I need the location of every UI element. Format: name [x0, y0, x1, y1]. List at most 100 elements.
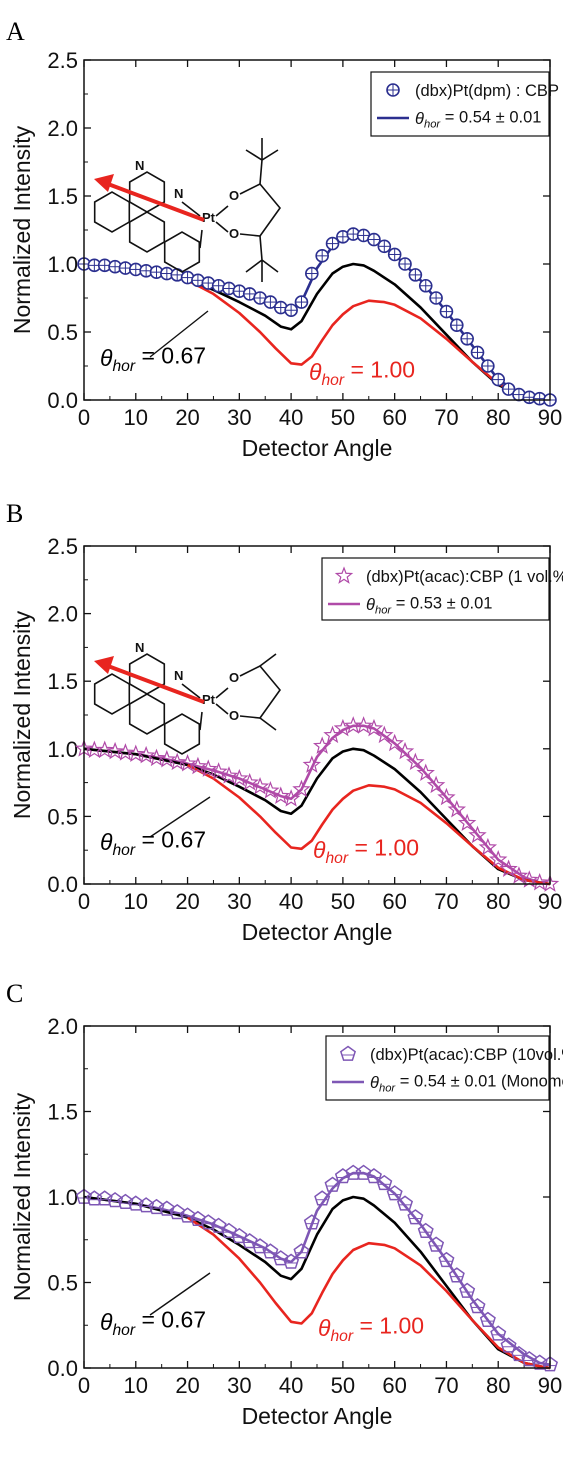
diketonate-ring	[239, 665, 282, 719]
annotation-theta-067-value: = 0.67	[135, 343, 206, 369]
annotation-theta-100-sub: hor	[325, 850, 348, 867]
data-point	[395, 741, 415, 760]
bond-n-pt	[181, 201, 201, 217]
methyl-bottom	[259, 717, 277, 731]
dipole-arrow-shaft	[107, 664, 205, 704]
data-point	[457, 813, 477, 831]
bond-pt-o2	[215, 221, 229, 233]
plot-frame	[83, 1025, 551, 1369]
data-point	[429, 291, 443, 305]
x-tick-label: 40	[279, 1373, 303, 1398]
legend-box	[370, 71, 550, 137]
x-tick-label: 50	[331, 405, 355, 430]
data-point	[479, 1311, 496, 1327]
benzene-ring-bottom	[163, 231, 201, 273]
x-tick-label: 30	[227, 405, 251, 430]
x-tick-label: 50	[331, 1373, 355, 1398]
atom-label: Pt	[202, 692, 216, 707]
y-tick-label: 1.0	[47, 1185, 78, 1210]
data-point-outline	[334, 1168, 351, 1184]
data-point	[491, 372, 506, 387]
data-point	[365, 1168, 382, 1184]
x-tick-label: 40	[279, 889, 303, 914]
annotation-theta-067-theta: θ	[100, 345, 113, 371]
atom-label: N	[135, 158, 144, 173]
data-point	[160, 266, 174, 281]
annotation-theta-100-theta: θ	[309, 359, 322, 385]
annotation-theta-100-theta: θ	[313, 837, 326, 863]
y-tick-label: 2.0	[47, 116, 78, 141]
data-point	[325, 236, 340, 251]
legend-entry-data: (dbx)Pt(dpm) : CBP	[415, 82, 559, 100]
x-tick-label: 70	[434, 1373, 458, 1398]
data-point	[95, 740, 114, 758]
data-point-outline	[459, 1282, 476, 1298]
bond-pt-c	[199, 711, 203, 731]
legend-entry-fit: θhor = 0.53 ± 0.01	[366, 594, 492, 616]
chart-panel: 0 10 20 30 40 50 60 70 80 90 0.0 0.5 1.0 1.5 2.0 Detect…	[9, 1014, 563, 1429]
legend-marker-outline	[339, 1045, 357, 1061]
annotation-theta-100-value: = 1.00	[344, 357, 415, 383]
annotation-theta-067: θhor = 0.67	[100, 343, 206, 375]
data-point	[398, 257, 412, 271]
atom-label: O	[229, 708, 239, 723]
annotation-theta-100-value: = 1.00	[353, 1313, 424, 1339]
x-tick-label: 60	[382, 405, 406, 430]
annotation-theta-100: θhor = 1.00	[318, 1313, 424, 1345]
data-point-outline	[438, 1251, 455, 1268]
annotation-theta-067: θhor = 0.67	[100, 1307, 206, 1339]
data-point	[230, 768, 249, 787]
annotation-theta-067-sub: hor	[112, 1322, 135, 1339]
x-axis-label: Detector Angle	[242, 1403, 393, 1429]
chart-panel: 0 10 20 30 40 50 60 70 80 90 0.0 0.5 1.0 1.5 2.0 2.5 Det…	[9, 534, 563, 945]
data-point-outline	[417, 1222, 434, 1239]
legend-entry-fit-value: = 0.53 ± 0.01	[391, 594, 492, 612]
plot-frame	[83, 545, 551, 885]
data-point	[416, 763, 435, 781]
data-point	[136, 745, 156, 764]
data-point	[315, 249, 329, 263]
y-tick-label: 0.5	[47, 1271, 78, 1296]
chart-panel: 0 10 20 30 40 50 60 70 80 90 0.0 0.5 1.0 1.5 2.0 2.5 Det…	[9, 48, 562, 461]
data-point	[284, 303, 298, 318]
legend-entry-fit-sub: hor	[424, 119, 441, 131]
methyl-top	[259, 653, 277, 667]
molecule-structure: N N Pt O O	[93, 138, 282, 282]
legend-marker	[386, 83, 400, 97]
data-point-outline	[241, 1233, 258, 1249]
data-point-outline	[303, 1214, 320, 1230]
annotation-theta-067-theta: θ	[100, 1309, 113, 1335]
data-point	[147, 748, 166, 767]
atom-label: N	[174, 668, 183, 683]
data-point-outline	[293, 1243, 310, 1259]
data-point	[219, 766, 239, 784]
data-point	[500, 1337, 517, 1353]
data-point	[262, 1243, 279, 1259]
data-point	[314, 1190, 331, 1206]
data-point	[426, 775, 446, 794]
series-line	[186, 279, 551, 402]
y-tick-label: 1.5	[47, 669, 78, 694]
legend-box	[325, 1035, 550, 1101]
annotation-theta-067: θhor = 0.67	[100, 827, 206, 859]
data-point	[241, 1233, 258, 1249]
data-point	[167, 752, 187, 771]
data-point	[364, 718, 384, 737]
data-point-outline	[407, 1209, 424, 1225]
data-point	[470, 345, 485, 360]
data-point	[449, 318, 464, 333]
bond-pt-c	[199, 229, 203, 249]
data-point	[201, 276, 216, 290]
dipole-arrow-shaft	[107, 182, 205, 222]
bond-pt-o1	[215, 205, 229, 217]
y-tick-label: 0.5	[47, 320, 78, 345]
data-point-outline	[283, 1253, 300, 1269]
data-point	[263, 295, 278, 309]
data-point	[417, 1222, 434, 1239]
x-tick-label: 0	[78, 889, 90, 914]
x-tick-label: 80	[486, 889, 510, 914]
annotation-theta-067-sub: hor	[112, 358, 135, 375]
x-tick-label: 0	[78, 405, 90, 430]
legend: (dbx)Pt(acac):CBP (1 vol.%) θhor = 0.53 ±…	[321, 557, 563, 621]
data-point-outline	[252, 1238, 269, 1254]
